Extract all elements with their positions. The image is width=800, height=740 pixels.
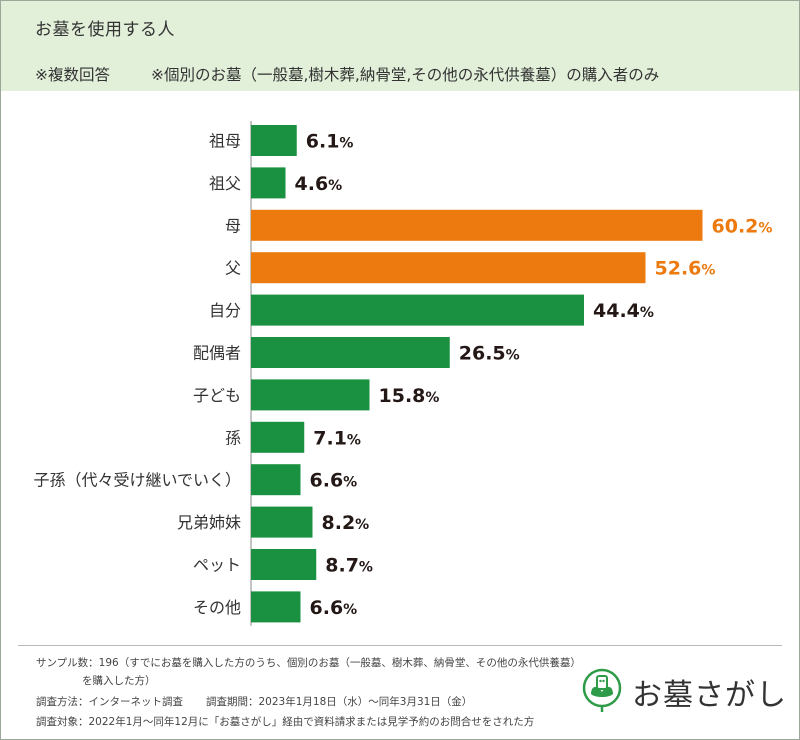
bar <box>251 337 450 368</box>
category-label: 祖父 <box>209 174 241 193</box>
bar <box>251 506 313 538</box>
bar <box>251 464 301 496</box>
category-label: ペット <box>193 556 241 575</box>
value-label: 8.7% <box>325 555 373 577</box>
bar <box>251 294 584 326</box>
note-scope: ※個別のお墓（一般墓,樹木葬,納骨堂,その他の永代供養墓）の購入者のみ <box>151 66 660 84</box>
category-label: 配偶者 <box>193 344 241 363</box>
footer-divider <box>18 645 782 646</box>
bar <box>251 421 305 453</box>
category-label: 母 <box>225 216 241 235</box>
value-label: 4.6% <box>295 173 343 195</box>
category-label: その他 <box>193 598 241 617</box>
value-label: 6.6% <box>310 470 358 492</box>
note-multiple-answer: ※複数回答 <box>35 66 110 84</box>
bar <box>251 209 703 241</box>
value-label: 26.5% <box>459 343 520 365</box>
category-label: 祖母 <box>209 132 241 151</box>
bar <box>251 125 297 156</box>
category-label: 孫 <box>225 428 241 447</box>
footer-target: 調査対象：2022年1月～同年12月に「お墓さがし」経由で資料請求または見学予約… <box>36 716 535 728</box>
bar <box>251 591 301 623</box>
footer-sample-cont: を購入した方） <box>82 675 156 687</box>
header-band: お墓を使用する人 ※複数回答 ※個別のお墓（一般墓,樹木葬,納骨堂,その他の永代… <box>1 1 799 91</box>
footer-method: 調査方法：インターネット調査 <box>36 696 183 708</box>
bar <box>251 252 646 284</box>
chart-title: お墓を使用する人 <box>35 20 175 40</box>
bar <box>251 379 370 411</box>
value-label: 15.8% <box>379 385 440 407</box>
category-label: 父 <box>225 259 241 278</box>
bar <box>251 549 317 580</box>
logo: お墓さがし <box>582 666 786 716</box>
logo-text: お墓さがし <box>632 678 787 713</box>
category-label: 兄弟姉妹 <box>177 513 241 532</box>
value-label: 8.2% <box>322 512 370 534</box>
bar <box>251 167 286 199</box>
category-label: 子ども <box>193 386 241 405</box>
value-label: 7.1% <box>313 427 361 449</box>
footer-period: 調査期間：2023年1月18日（水）～同年3月31日（金） <box>206 696 473 708</box>
category-label: 自分 <box>209 301 241 320</box>
bar-chart: 祖母 6.1% 祖父 4.6% 母 60.2% 父 52.6% 自分 44.4% 配偶者 26.5% 子… <box>33 121 773 626</box>
value-label: 52.6% <box>655 258 716 280</box>
value-label: 6.6% <box>310 597 358 619</box>
value-label: 6.1% <box>306 131 354 153</box>
value-label: 44.4% <box>593 300 654 322</box>
value-label: 60.2% <box>712 215 773 237</box>
footer-sample: サンプル数：196（すでにお墓を購入した方のうち、個別のお墓（一般墓、樹木葬、納… <box>36 657 581 669</box>
leaf-grave-icon <box>582 668 622 712</box>
category-label: 子孫（代々受け継いでいく） <box>33 471 241 490</box>
